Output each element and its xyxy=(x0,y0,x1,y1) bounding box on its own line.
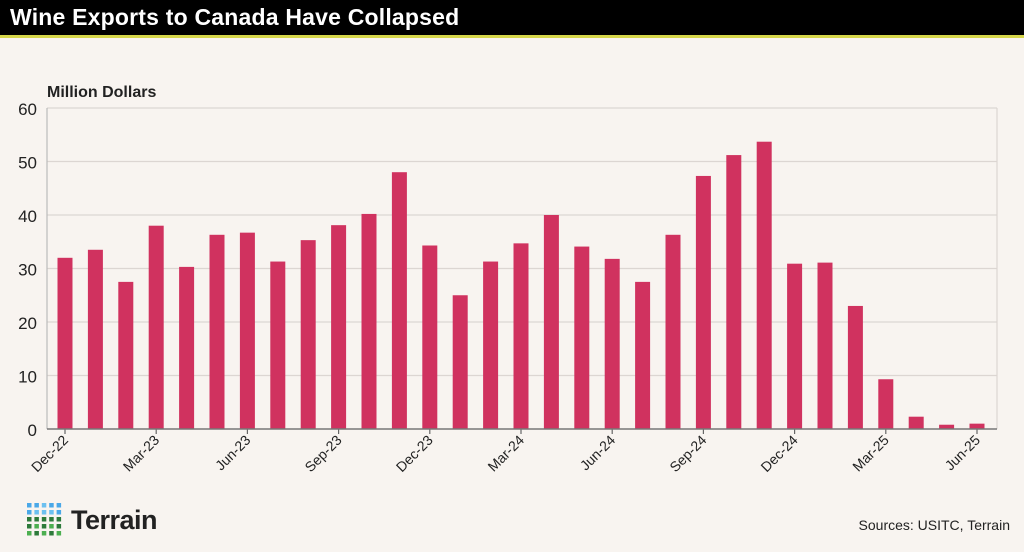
logo-dot xyxy=(41,517,47,522)
logo-dot xyxy=(34,517,39,522)
bar xyxy=(452,295,468,429)
bar xyxy=(87,249,103,429)
bar xyxy=(878,379,894,429)
logo-dot xyxy=(49,531,54,536)
logo-dot xyxy=(34,510,39,515)
bar xyxy=(939,424,955,429)
bar xyxy=(361,213,377,429)
bar xyxy=(513,243,529,429)
bar xyxy=(969,423,985,429)
y-tick-label: 0 xyxy=(28,421,37,440)
logo-dot xyxy=(34,503,39,508)
title-bar: Wine Exports to Canada Have Collapsed xyxy=(0,0,1024,38)
x-tick-label: Mar-25 xyxy=(849,432,892,475)
y-tick-label: 10 xyxy=(18,368,37,387)
bar xyxy=(695,175,711,429)
bar xyxy=(635,281,651,429)
bar xyxy=(574,246,590,429)
x-tick-label: Mar-24 xyxy=(484,432,527,475)
bar xyxy=(209,234,225,429)
bar xyxy=(787,263,803,429)
logo-dot xyxy=(27,503,32,508)
x-tick-label: Jun-23 xyxy=(212,432,254,474)
bar xyxy=(483,261,499,429)
logo-dot xyxy=(49,503,54,508)
logo-dot xyxy=(49,510,54,515)
x-tick-label: Sep-23 xyxy=(301,432,344,475)
bar xyxy=(179,266,195,429)
terrain-logo: Terrain xyxy=(27,503,158,537)
y-axis-label: Million Dollars xyxy=(47,84,156,101)
y-tick-label: 30 xyxy=(18,261,37,280)
y-tick-label: 20 xyxy=(18,314,37,333)
bar xyxy=(118,281,134,429)
bar xyxy=(726,155,742,429)
logo-dot xyxy=(56,503,62,508)
bar xyxy=(756,141,772,429)
y-tick-label: 60 xyxy=(18,100,37,119)
logo-dot xyxy=(56,517,62,522)
bar xyxy=(422,245,438,429)
x-tick-label: Mar-23 xyxy=(120,432,163,475)
bar xyxy=(908,416,924,429)
bar xyxy=(604,258,620,429)
logo-dot xyxy=(27,531,32,536)
logo-dot xyxy=(27,510,32,515)
logo-dot xyxy=(34,524,39,529)
bar xyxy=(331,225,347,429)
chart-title: Wine Exports to Canada Have Collapsed xyxy=(10,4,460,30)
bar xyxy=(239,232,255,429)
logo-dot xyxy=(34,531,39,536)
x-tick-label: Dec-23 xyxy=(393,432,436,475)
bar xyxy=(665,234,681,429)
x-tick-label: Sep-24 xyxy=(666,432,709,475)
x-tick-label: Dec-24 xyxy=(757,432,800,475)
y-tick-label: 40 xyxy=(18,207,37,226)
bar xyxy=(270,261,286,429)
bar xyxy=(847,305,863,429)
logo-dot xyxy=(41,531,47,536)
x-tick-label: Jun-25 xyxy=(942,432,984,474)
logo-dot xyxy=(49,517,54,522)
bar xyxy=(817,262,833,429)
logo-dot xyxy=(41,524,47,529)
logo-text: Terrain xyxy=(71,504,158,535)
logo-dot xyxy=(27,517,32,522)
logo-dot xyxy=(41,503,47,508)
x-tick-label: Jun-24 xyxy=(577,432,619,474)
logo-dot xyxy=(56,510,62,515)
logo-dot xyxy=(41,510,47,515)
logo-dot xyxy=(27,524,32,529)
bar xyxy=(391,172,407,429)
source-note: Sources: USITC, Terrain xyxy=(858,517,1010,533)
y-tick-label: 50 xyxy=(18,154,37,173)
bar xyxy=(300,240,316,429)
logo-dot xyxy=(56,524,62,529)
logo-dot xyxy=(56,531,62,536)
bar xyxy=(148,225,164,429)
logo-dot xyxy=(49,524,54,529)
terrain-logo-icon xyxy=(27,503,62,536)
bar xyxy=(543,215,559,429)
bar xyxy=(57,257,73,429)
